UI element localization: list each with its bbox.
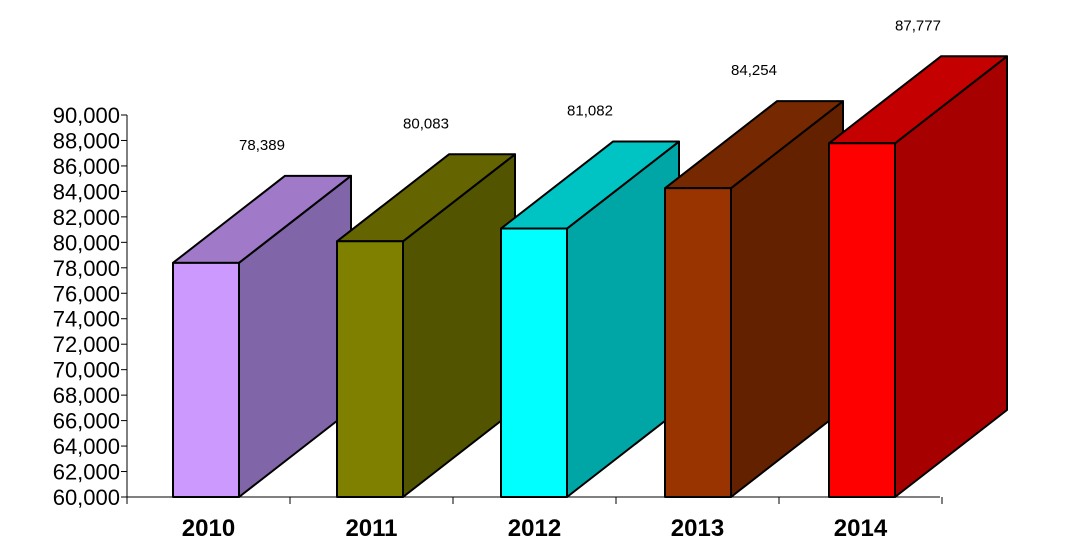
y-tick-label: 60,000 (53, 485, 120, 510)
y-tick-label: 80,000 (53, 230, 120, 255)
y-tick-label: 86,000 (53, 154, 120, 179)
data-label-2014: 87,777 (895, 17, 941, 34)
bar-2012 (500, 140, 680, 498)
y-tick-label: 68,000 (53, 383, 120, 408)
bar-2011 (336, 153, 516, 498)
data-label-2010: 78,389 (239, 137, 285, 154)
bar-2010 (172, 174, 352, 498)
x-tick-label: 2013 (671, 515, 724, 542)
bar-2014 (828, 55, 1008, 498)
y-tick-label: 74,000 (53, 307, 120, 332)
x-tick-label: 2012 (508, 515, 561, 542)
y-tick-label: 78,000 (53, 256, 120, 281)
data-label-2012: 81,082 (567, 103, 613, 120)
x-tick-label: 2010 (182, 515, 235, 542)
x-tick-label: 2014 (834, 515, 888, 542)
x-tick-label: 2011 (345, 515, 397, 542)
y-tick-label: 72,000 (53, 332, 120, 357)
y-axis: 60,00062,00064,00066,00068,00070,00072,0… (53, 103, 128, 510)
data-labels: 78,389 80,083 81,082 84,254 87,777 (239, 17, 941, 154)
bar-2013 (664, 100, 844, 498)
data-label-2013: 84,254 (731, 62, 777, 79)
bars (172, 55, 1008, 498)
y-tick-label: 64,000 (53, 434, 120, 459)
y-tick-label: 62,000 (53, 460, 120, 485)
y-tick-label: 70,000 (53, 358, 120, 383)
y-tick-label: 76,000 (53, 281, 120, 306)
bar-front-face (664, 187, 732, 498)
y-tick-label: 66,000 (53, 409, 120, 434)
y-tick-label: 84,000 (53, 179, 120, 204)
bar-front-face (336, 240, 404, 498)
x-axis: 2010 2011 2012 2013 2014 (126, 496, 943, 542)
bar-front-face (500, 227, 568, 498)
y-tick-label: 88,000 (53, 128, 120, 153)
bar-front-face (172, 261, 240, 498)
data-label-2011: 80,083 (403, 115, 449, 132)
y-tick-label: 90,000 (53, 103, 120, 128)
bar-front-face (828, 142, 896, 498)
y-tick-label: 82,000 (53, 205, 120, 230)
